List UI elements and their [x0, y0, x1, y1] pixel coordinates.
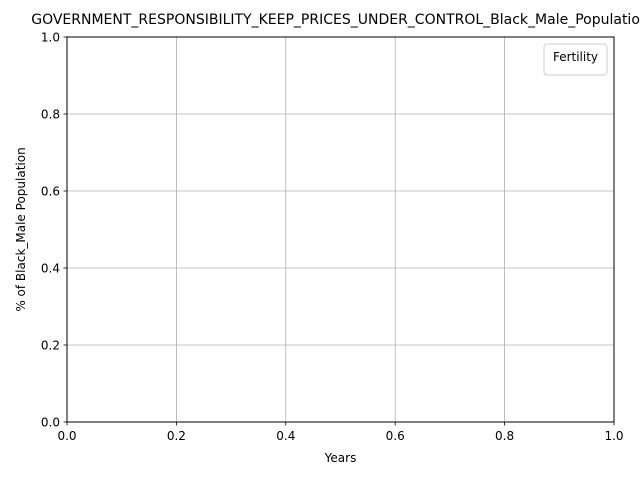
- legend: Fertility: [543, 43, 608, 76]
- x-tick-label: 0.2: [167, 429, 186, 443]
- x-tick-label: 0.6: [386, 429, 405, 443]
- legend-box: [543, 43, 608, 76]
- y-tick-label: 0.8: [41, 108, 60, 122]
- grid: [66, 36, 615, 423]
- y-tick-label: 0.6: [41, 185, 60, 199]
- plot-frame: [66, 36, 615, 423]
- y-tick-label: 1.0: [41, 31, 60, 45]
- x-tick-label: 0.8: [495, 429, 514, 443]
- x-tick-label: 0.4: [276, 429, 295, 443]
- x-tick-label: 0.0: [57, 429, 76, 443]
- axis-ticks: 0.0 0.2 0.4 0.6 0.8 1.0 0.0 0.2 0.4 0.6 0.8 1.0: [41, 31, 624, 444]
- y-tick-label: 0.4: [41, 262, 60, 276]
- y-tick-label: 0.0: [41, 416, 60, 430]
- x-axis-label: Years: [324, 451, 357, 465]
- y-axis-label: % of Black_Male Population: [14, 147, 28, 311]
- x-tick-label: 1.0: [604, 429, 623, 443]
- y-tick-label: 0.2: [41, 339, 60, 353]
- chart-title: GOVERNMENT_RESPONSIBILITY_KEEP_PRICES_UN…: [31, 12, 640, 28]
- legend-title: Fertility: [553, 50, 598, 64]
